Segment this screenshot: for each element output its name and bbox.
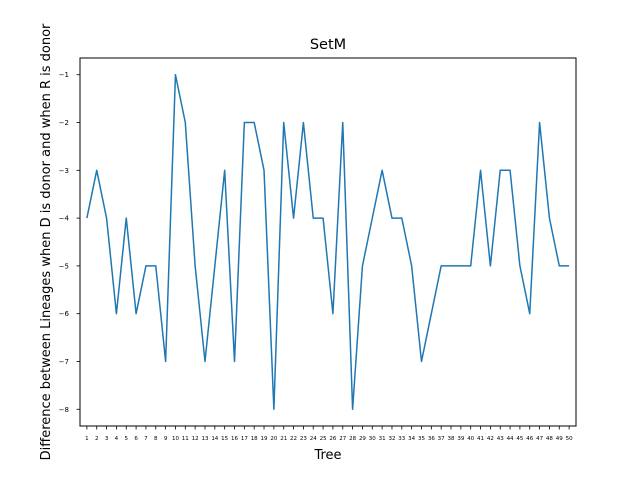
x-tick-label: 37: [438, 436, 445, 442]
x-tick-label: 49: [556, 436, 563, 442]
x-tick-label: 5: [125, 436, 129, 442]
x-tick-label: 18: [251, 436, 258, 442]
x-tick-label: 44: [507, 436, 514, 442]
axis-ticks: 1 2 3 4 5 6 7 8 9 10 11 12 13 14 15 16 17 18 19 20 21 22 23 24 2…: [59, 71, 573, 442]
x-tick-label: 30: [369, 436, 376, 442]
x-tick-label: 8: [154, 436, 158, 442]
plot-area-frame: [79, 57, 577, 427]
x-tick-label: 47: [536, 436, 543, 442]
chart-title: SetM: [310, 37, 346, 53]
y-tick-label: −1: [59, 71, 69, 79]
x-tick-label: 12: [192, 436, 199, 442]
x-axis-label: Tree: [313, 448, 341, 463]
x-tick-label: 46: [526, 436, 533, 442]
x-tick-label: 20: [270, 436, 277, 442]
x-tick-label: 14: [211, 436, 218, 442]
y-tick-label: −3: [59, 167, 69, 175]
y-tick-label: −4: [59, 215, 70, 223]
x-tick-label: 43: [497, 436, 504, 442]
x-tick-label: 23: [300, 436, 307, 442]
x-tick-label: 11: [182, 436, 189, 442]
y-tick-label: −8: [59, 406, 69, 414]
x-tick-label: 33: [398, 436, 405, 442]
x-tick-label: 25: [320, 436, 327, 442]
x-tick-label: 50: [566, 436, 573, 442]
x-tick-label: 42: [487, 436, 494, 442]
x-tick-label: 16: [231, 436, 238, 442]
x-tick-label: 38: [448, 436, 455, 442]
x-tick-label: 13: [201, 436, 208, 442]
x-tick-label: 9: [164, 436, 168, 442]
x-tick-label: 31: [379, 436, 386, 442]
x-tick-label: 4: [115, 436, 119, 442]
x-tick-label: 10: [172, 436, 179, 442]
x-tick-label: 24: [310, 436, 317, 442]
x-tick-label: 15: [221, 436, 228, 442]
x-tick-label: 7: [144, 436, 148, 442]
x-tick-label: 2: [95, 436, 99, 442]
x-tick-label: 28: [349, 436, 356, 442]
x-tick-label: 26: [329, 436, 336, 442]
x-tick-label: 35: [418, 436, 425, 442]
x-tick-label: 39: [457, 436, 464, 442]
x-tick-label: 17: [241, 436, 248, 442]
x-tick-label: 29: [359, 436, 366, 442]
x-tick-label: 19: [261, 436, 268, 442]
y-tick-label: −7: [59, 358, 69, 366]
y-tick-label: −2: [59, 119, 69, 127]
x-tick-label: 41: [477, 436, 484, 442]
x-tick-label: 1: [85, 436, 89, 442]
x-tick-label: 3: [105, 436, 109, 442]
x-tick-label: 21: [280, 436, 287, 442]
x-tick-label: 27: [339, 436, 346, 442]
series-line: [86, 73, 570, 411]
y-axis-label: Difference between Lineages when D is do…: [39, 23, 54, 460]
series-layer: [86, 73, 570, 411]
x-tick-label: 22: [290, 436, 297, 442]
y-tick-label: −6: [59, 310, 70, 318]
x-tick-label: 36: [428, 436, 435, 442]
y-tick-label: −5: [59, 262, 69, 270]
x-tick-label: 32: [388, 436, 395, 442]
x-tick-label: 45: [516, 436, 523, 442]
x-tick-label: 40: [467, 436, 474, 442]
x-tick-label: 6: [134, 436, 138, 442]
x-tick-label: 34: [408, 436, 415, 442]
x-tick-label: 48: [546, 436, 553, 442]
